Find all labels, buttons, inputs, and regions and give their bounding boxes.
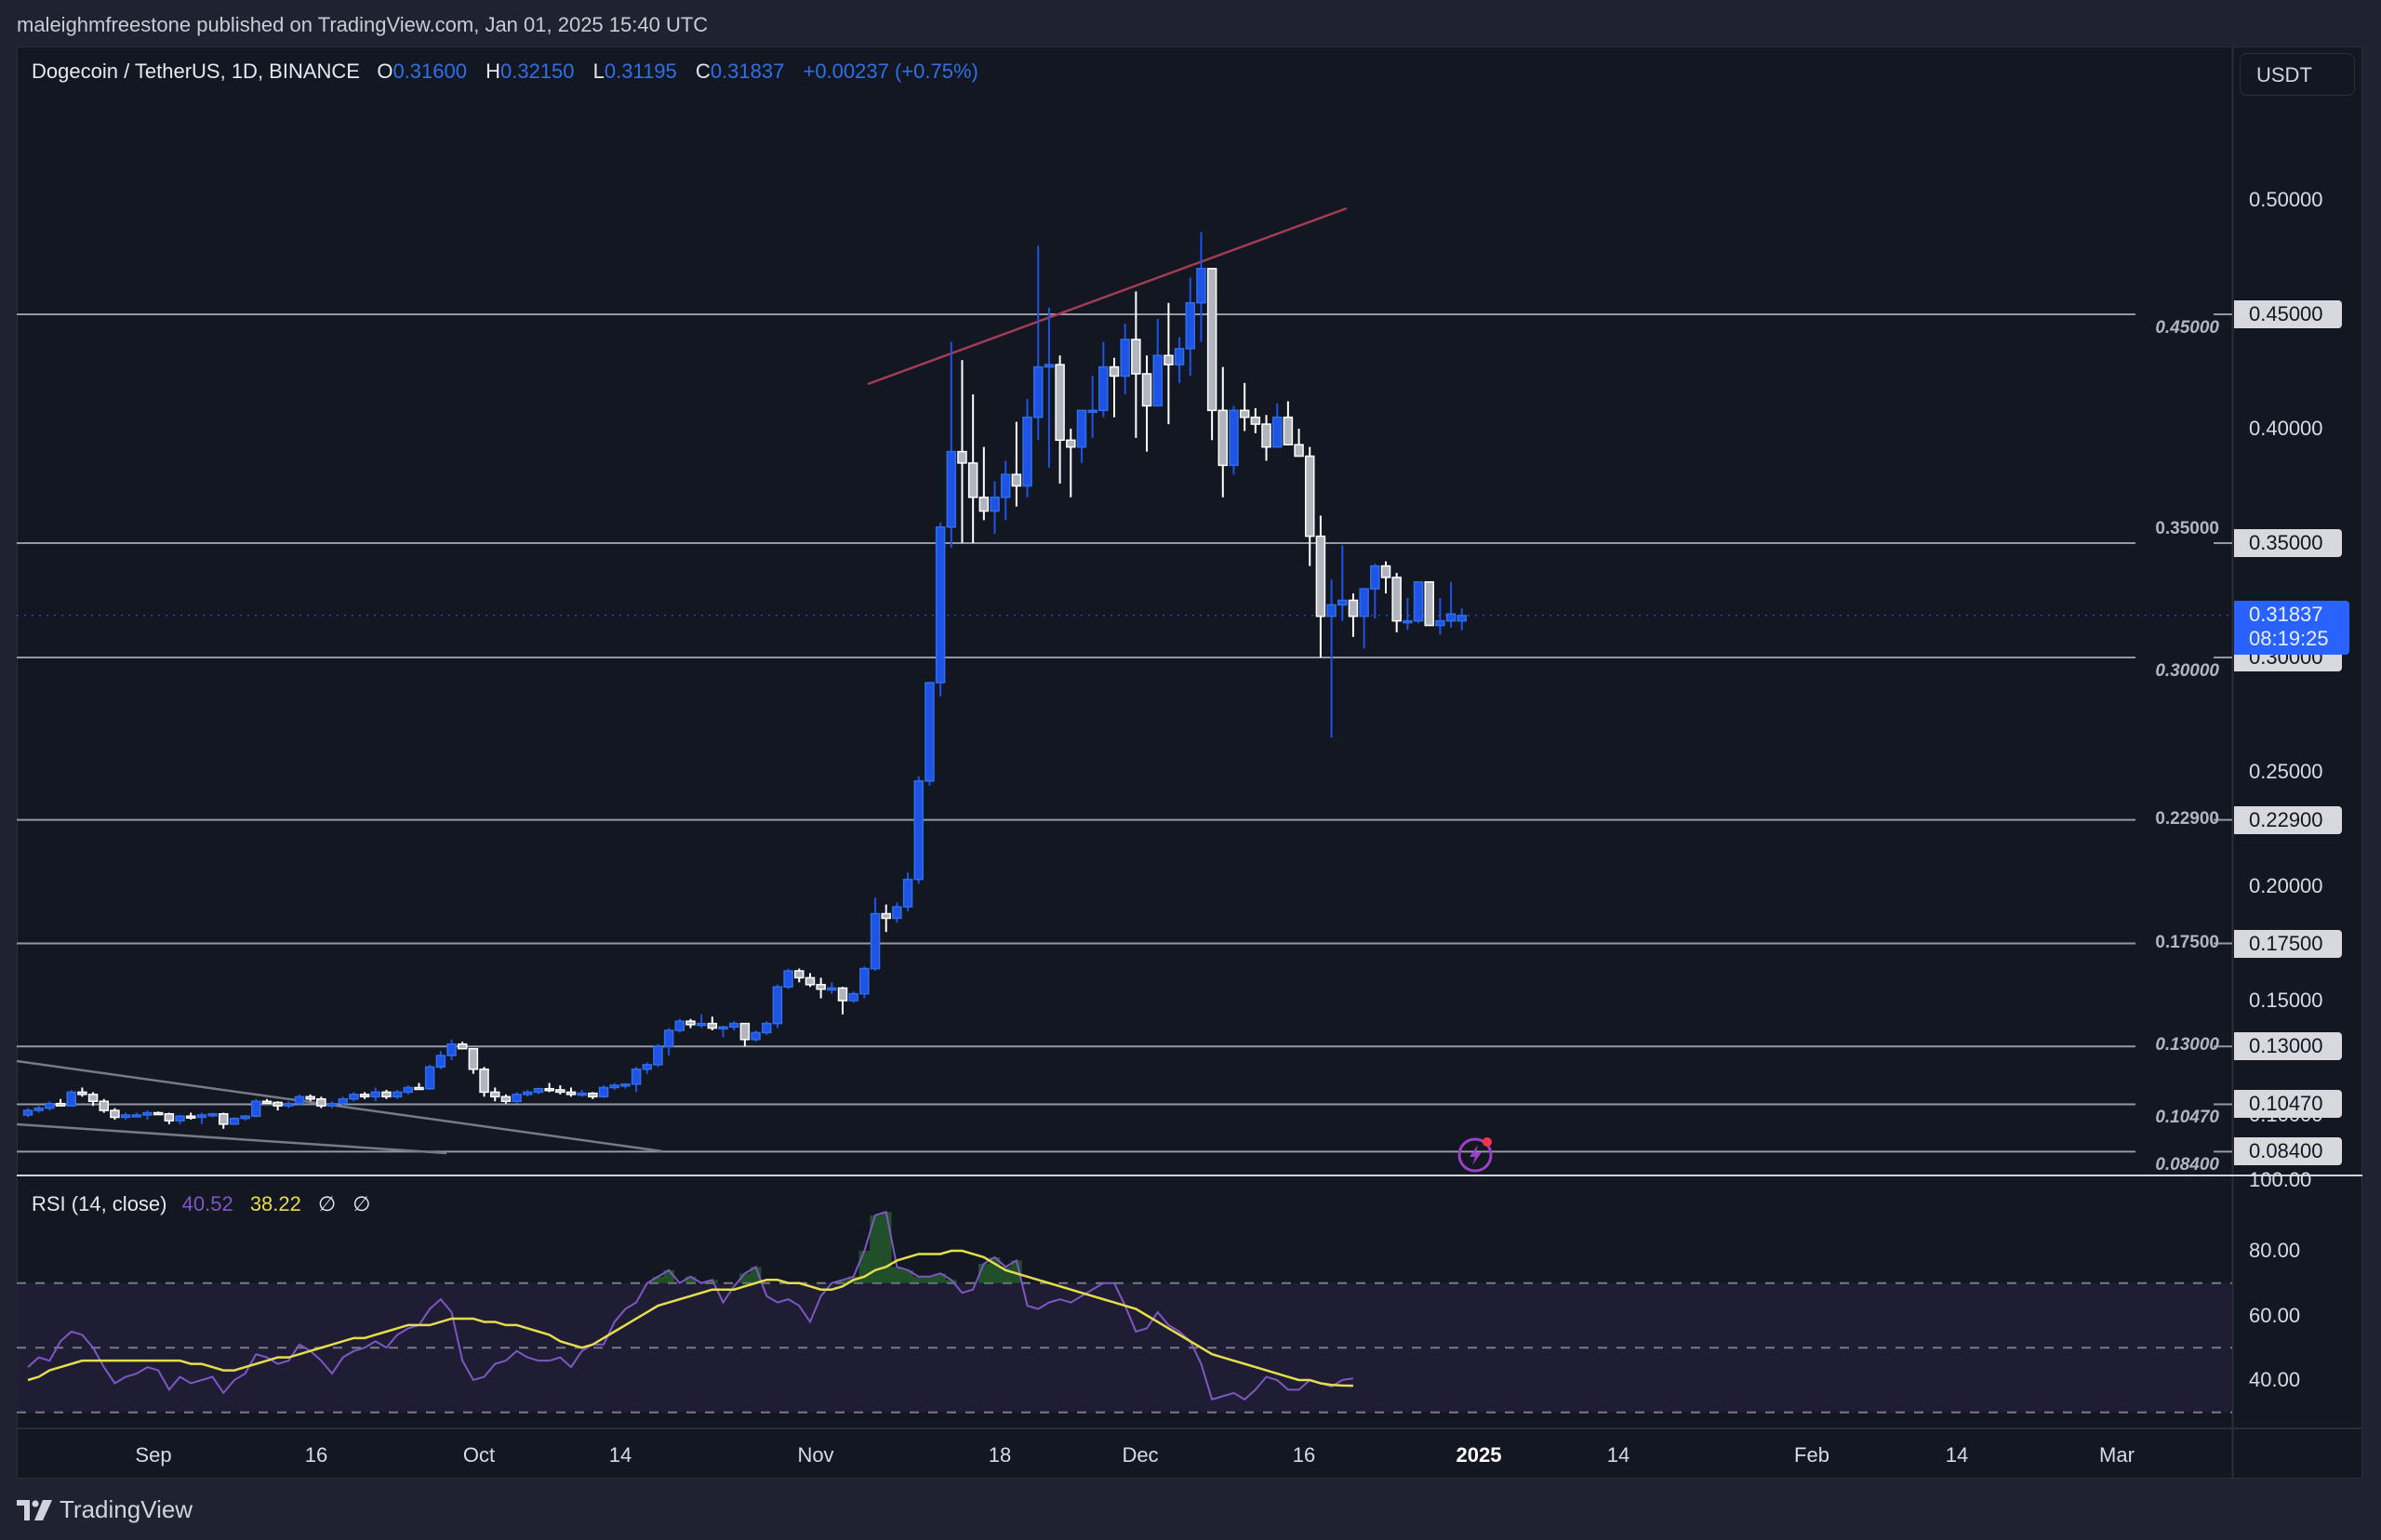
time-tick: 14 bbox=[1606, 1443, 1630, 1467]
horizontal-levels bbox=[17, 313, 2232, 1153]
time-tick: 16 bbox=[1292, 1443, 1316, 1467]
rsi-series bbox=[27, 1211, 1354, 1401]
symbol-title: Dogecoin / TetherUS, 1D, BINANCE bbox=[32, 60, 360, 83]
price-tick: 0.50000 bbox=[2249, 188, 2323, 211]
time-tick: 16 bbox=[304, 1443, 328, 1467]
time-tick: Dec bbox=[1122, 1443, 1159, 1467]
level-price-tag: 0.45000 bbox=[2234, 300, 2342, 328]
time-tick: 18 bbox=[988, 1443, 1012, 1467]
tradingview-logo-icon bbox=[17, 1499, 52, 1520]
rsi-title: RSI (14, close) bbox=[32, 1192, 167, 1215]
symbol-legend[interactable]: Dogecoin / TetherUS, 1D, BINANCE O0.3160… bbox=[32, 60, 978, 84]
open-label: O bbox=[377, 60, 393, 83]
level-inline-label: 0.13000 bbox=[2155, 1035, 2219, 1055]
rsi-tick: 80.00 bbox=[2249, 1239, 2301, 1262]
change-value: +0.00237 (+0.75%) bbox=[803, 60, 978, 83]
price-tick: 0.15000 bbox=[2249, 989, 2323, 1012]
low-label: L bbox=[592, 60, 605, 83]
low-value: 0.31195 bbox=[604, 60, 677, 83]
time-tick: Mar bbox=[2099, 1443, 2135, 1467]
countdown-timer: 08:19:25 bbox=[2249, 627, 2329, 650]
trendlines bbox=[16, 206, 1348, 1155]
rsi-tick: 40.00 bbox=[2249, 1368, 2301, 1391]
time-tick: Oct bbox=[462, 1443, 496, 1467]
close-value: 0.31837 bbox=[710, 60, 785, 83]
high-value: 0.32150 bbox=[499, 60, 575, 83]
na-value-1: ∅ bbox=[318, 1192, 337, 1215]
candlestick-series bbox=[22, 232, 1468, 1129]
currency-button[interactable]: USDT bbox=[2240, 53, 2355, 96]
rsi-tick: 100.00 bbox=[2249, 1168, 2312, 1191]
last-price-tag: 0.31837 08:19:25 bbox=[2234, 601, 2349, 655]
level-inline-label: 0.10470 bbox=[2155, 1108, 2219, 1128]
level-price-tag: 0.13000 bbox=[2234, 1032, 2342, 1061]
rsi-legend[interactable]: RSI (14, close) 40.52 38.22 ∅ ∅ bbox=[32, 1192, 370, 1216]
brand-name: TradingView bbox=[60, 1495, 193, 1523]
time-tick: Feb bbox=[1794, 1443, 1829, 1467]
na-value-2: ∅ bbox=[352, 1192, 371, 1215]
tradingview-logo[interactable]: TradingView bbox=[17, 1495, 193, 1524]
publish-info: maleighmfreestone published on TradingVi… bbox=[17, 13, 709, 36]
high-label: H bbox=[486, 60, 500, 83]
price-tick: 0.20000 bbox=[2249, 874, 2323, 897]
time-tick: 14 bbox=[608, 1443, 632, 1467]
last-price-value: 0.31837 bbox=[2249, 603, 2323, 626]
level-inline-label: 0.22900 bbox=[2155, 808, 2219, 829]
rsi-ma-value: 38.22 bbox=[249, 1192, 301, 1215]
close-label: C bbox=[695, 60, 711, 83]
level-inline-label: 0.17500 bbox=[2155, 932, 2219, 952]
level-inline-label: 0.35000 bbox=[2155, 519, 2219, 538]
level-price-tag: 0.08400 bbox=[2234, 1137, 2342, 1166]
level-price-tag: 0.17500 bbox=[2234, 929, 2342, 958]
time-tick: 14 bbox=[1945, 1443, 1969, 1467]
level-inline-label: 0.30000 bbox=[2155, 661, 2219, 681]
level-price-tag: 0.22900 bbox=[2234, 805, 2342, 834]
level-price-tag: 0.35000 bbox=[2234, 529, 2342, 557]
rsi-tick: 60.00 bbox=[2249, 1303, 2301, 1327]
level-inline-label: 0.45000 bbox=[2155, 318, 2219, 338]
level-inline-label: 0.08400 bbox=[2155, 1155, 2219, 1175]
time-tick: Nov bbox=[797, 1443, 834, 1467]
time-tick: Sep bbox=[135, 1443, 172, 1467]
rsi-value: 40.52 bbox=[181, 1192, 233, 1215]
time-tick: 2025 bbox=[1456, 1443, 1502, 1467]
open-value: 0.31600 bbox=[392, 60, 467, 83]
price-tick: 0.40000 bbox=[2249, 417, 2323, 440]
price-tick: 0.25000 bbox=[2249, 760, 2323, 783]
lightning-alert-icon[interactable] bbox=[1457, 1133, 1497, 1178]
level-price-tag: 0.10470 bbox=[2234, 1090, 2342, 1119]
